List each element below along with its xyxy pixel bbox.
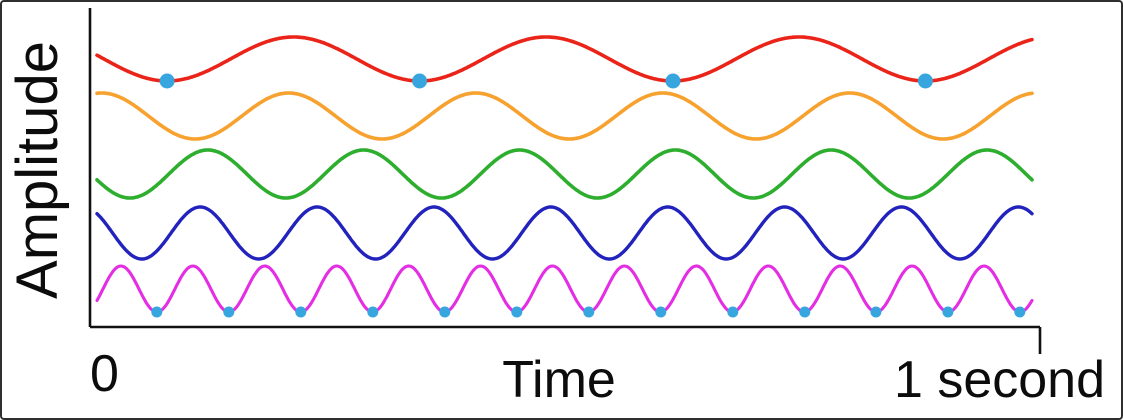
y-axis-label-amplitude: Amplitude [5,41,70,299]
x-axis-label-time: Time [502,351,616,409]
x-tick-label-zero: 0 [90,345,119,403]
x-tick-label-one-second: 1 second [893,351,1105,409]
